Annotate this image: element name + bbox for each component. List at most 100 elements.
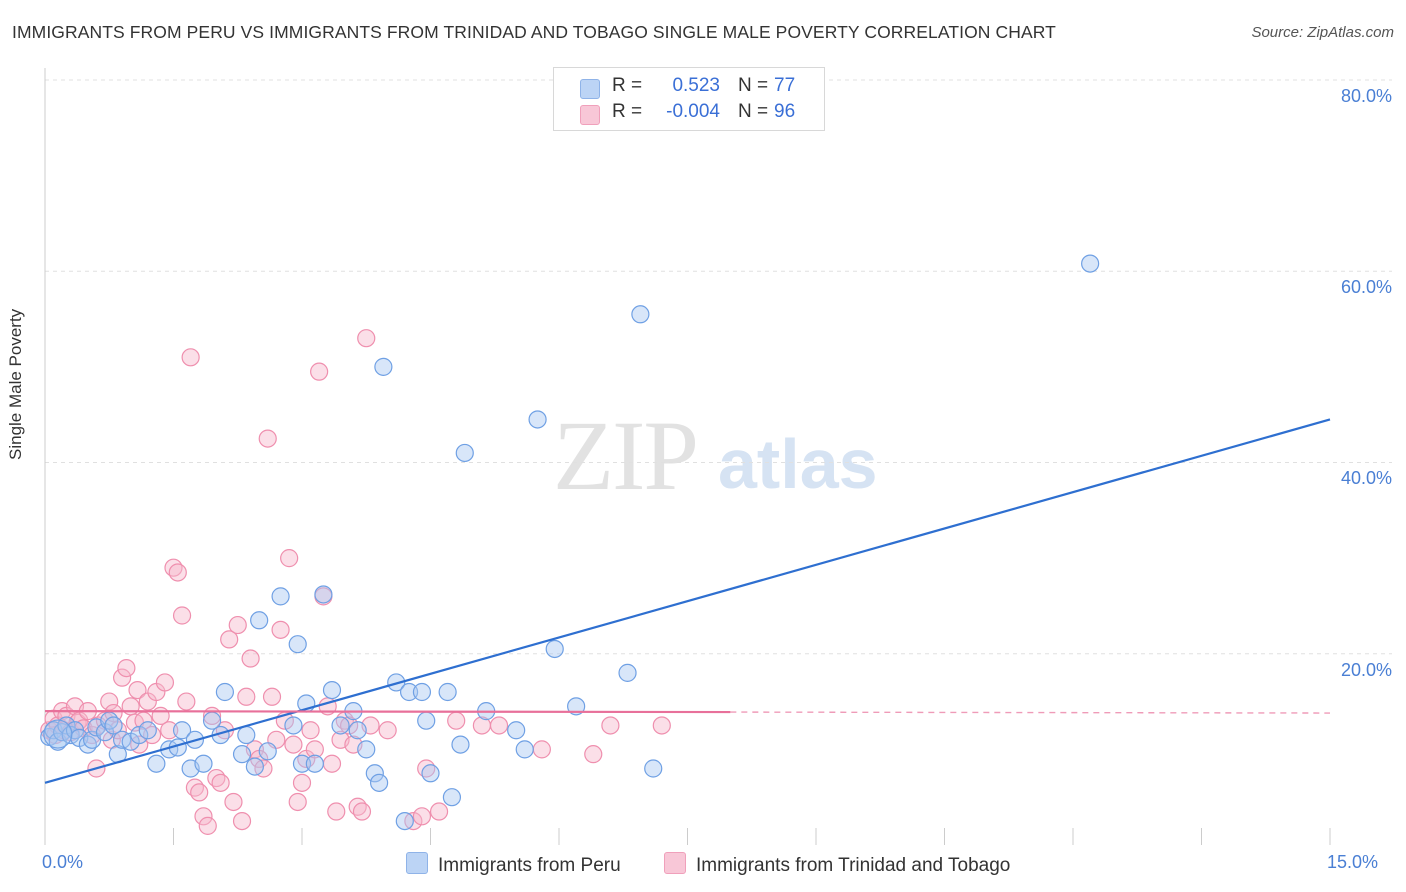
trinidad-point bbox=[301, 721, 320, 740]
trinidad-point bbox=[181, 348, 200, 367]
trend-layer bbox=[44, 418, 1331, 784]
peru-point bbox=[421, 764, 440, 783]
trinidad-trend-line-extension bbox=[730, 711, 1331, 714]
peru-point bbox=[104, 716, 123, 735]
peru-point bbox=[370, 773, 389, 792]
legend-swatch-pink bbox=[580, 105, 600, 125]
trinidad-point bbox=[128, 680, 147, 700]
pink-points-layer bbox=[40, 329, 671, 835]
watermark-atlas: atlas bbox=[718, 425, 878, 503]
trinidad-point bbox=[532, 740, 551, 759]
peru-point bbox=[451, 735, 470, 754]
peru-point bbox=[130, 725, 149, 745]
peru-point bbox=[455, 443, 474, 463]
legend-n-label: N = bbox=[738, 101, 769, 122]
trinidad-point bbox=[280, 549, 299, 568]
trinidad-point bbox=[220, 630, 239, 649]
trinidad-point bbox=[198, 816, 217, 835]
peru-point bbox=[258, 742, 277, 761]
peru-point bbox=[232, 745, 252, 764]
y-tick-80: 80.0% bbox=[1340, 86, 1392, 106]
peru-point bbox=[271, 587, 290, 606]
peru-point bbox=[305, 754, 324, 773]
trinidad-point bbox=[117, 658, 136, 678]
trinidad-point bbox=[447, 711, 466, 730]
trinidad-point bbox=[194, 807, 213, 826]
trinidad-point bbox=[237, 687, 256, 706]
peru-point bbox=[147, 754, 166, 773]
trinidad-point bbox=[224, 792, 243, 812]
source-label: Source: ZipAtlas.com bbox=[1251, 24, 1394, 41]
peru-point bbox=[644, 759, 663, 778]
bottom-legend-swatch-blue bbox=[406, 852, 428, 874]
trinidad-point bbox=[489, 716, 509, 735]
legend: R = 0.523 N = 77 R = -0.004 N = 96 bbox=[553, 67, 825, 131]
trinidad-point bbox=[284, 735, 303, 754]
legend-n-value: 77 bbox=[774, 75, 796, 96]
y-tick-40: 40.0% bbox=[1340, 468, 1392, 488]
peru-point bbox=[412, 682, 432, 702]
peru-point bbox=[417, 711, 436, 730]
blue-points-layer bbox=[40, 254, 1100, 831]
peru-point bbox=[442, 788, 462, 807]
trinidad-point bbox=[601, 716, 620, 735]
peru-point bbox=[194, 754, 213, 773]
x-tick-min: 0.0% bbox=[42, 852, 84, 872]
peru-point bbox=[237, 725, 256, 745]
peru-point bbox=[567, 697, 586, 716]
peru-point bbox=[395, 811, 414, 831]
peru-point bbox=[545, 639, 564, 659]
trinidad-trend-line bbox=[44, 710, 731, 714]
trinidad-point bbox=[112, 668, 132, 687]
trinidad-point bbox=[429, 802, 449, 821]
peru-point bbox=[1081, 254, 1100, 273]
legend-swatch-blue bbox=[580, 79, 600, 99]
peru-point bbox=[631, 305, 650, 324]
bottom-legend-label-peru: Immigrants from Peru bbox=[438, 855, 621, 876]
trinidad-point bbox=[412, 807, 432, 826]
peru-point bbox=[250, 611, 269, 630]
bottom-legend-peru: Immigrants from Peru bbox=[406, 852, 621, 877]
trinidad-point bbox=[258, 429, 277, 448]
trinidad-point bbox=[228, 615, 247, 635]
x-tick-max: 15.0% bbox=[1327, 852, 1379, 872]
trinidad-point bbox=[292, 773, 312, 792]
peru-point bbox=[331, 716, 350, 735]
peru-point bbox=[374, 357, 393, 376]
peru-trend-line bbox=[44, 418, 1331, 784]
peru-point bbox=[314, 585, 333, 604]
trinidad-point bbox=[652, 716, 671, 735]
bottom-legend-swatch-pink bbox=[664, 852, 686, 874]
trinidad-point bbox=[310, 362, 329, 381]
peru-point bbox=[357, 740, 376, 759]
trinidad-point bbox=[288, 792, 307, 812]
trinidad-point bbox=[211, 773, 230, 792]
grid-layer bbox=[45, 79, 1392, 655]
peru-point bbox=[365, 764, 384, 783]
trinidad-point bbox=[271, 620, 290, 639]
peru-point bbox=[515, 740, 534, 759]
peru-point bbox=[138, 721, 157, 740]
legend-r-value: -0.004 bbox=[666, 101, 720, 122]
trinidad-point bbox=[100, 692, 119, 711]
trinidad-point bbox=[172, 606, 192, 625]
peru-point bbox=[348, 721, 367, 740]
trinidad-point bbox=[352, 802, 372, 821]
peru-point bbox=[292, 754, 312, 773]
bottom-legend-trinidad: Immigrants from Trinidad and Tobago bbox=[664, 852, 1010, 877]
trinidad-point bbox=[190, 783, 209, 802]
bottom-legend-label-trinidad: Immigrants from Trinidad and Tobago bbox=[696, 855, 1011, 876]
peru-point bbox=[288, 635, 307, 654]
axis-layer bbox=[44, 68, 1331, 845]
trinidad-point bbox=[262, 687, 282, 706]
y-tick-20: 20.0% bbox=[1340, 660, 1392, 680]
peru-point bbox=[245, 757, 264, 776]
legend-r-value: 0.523 bbox=[672, 75, 720, 96]
peru-point bbox=[215, 682, 234, 702]
trinidad-point bbox=[168, 563, 187, 582]
trinidad-point bbox=[177, 692, 196, 711]
peru-point bbox=[284, 716, 303, 735]
peru-point bbox=[399, 682, 419, 702]
trinidad-point bbox=[584, 745, 603, 764]
